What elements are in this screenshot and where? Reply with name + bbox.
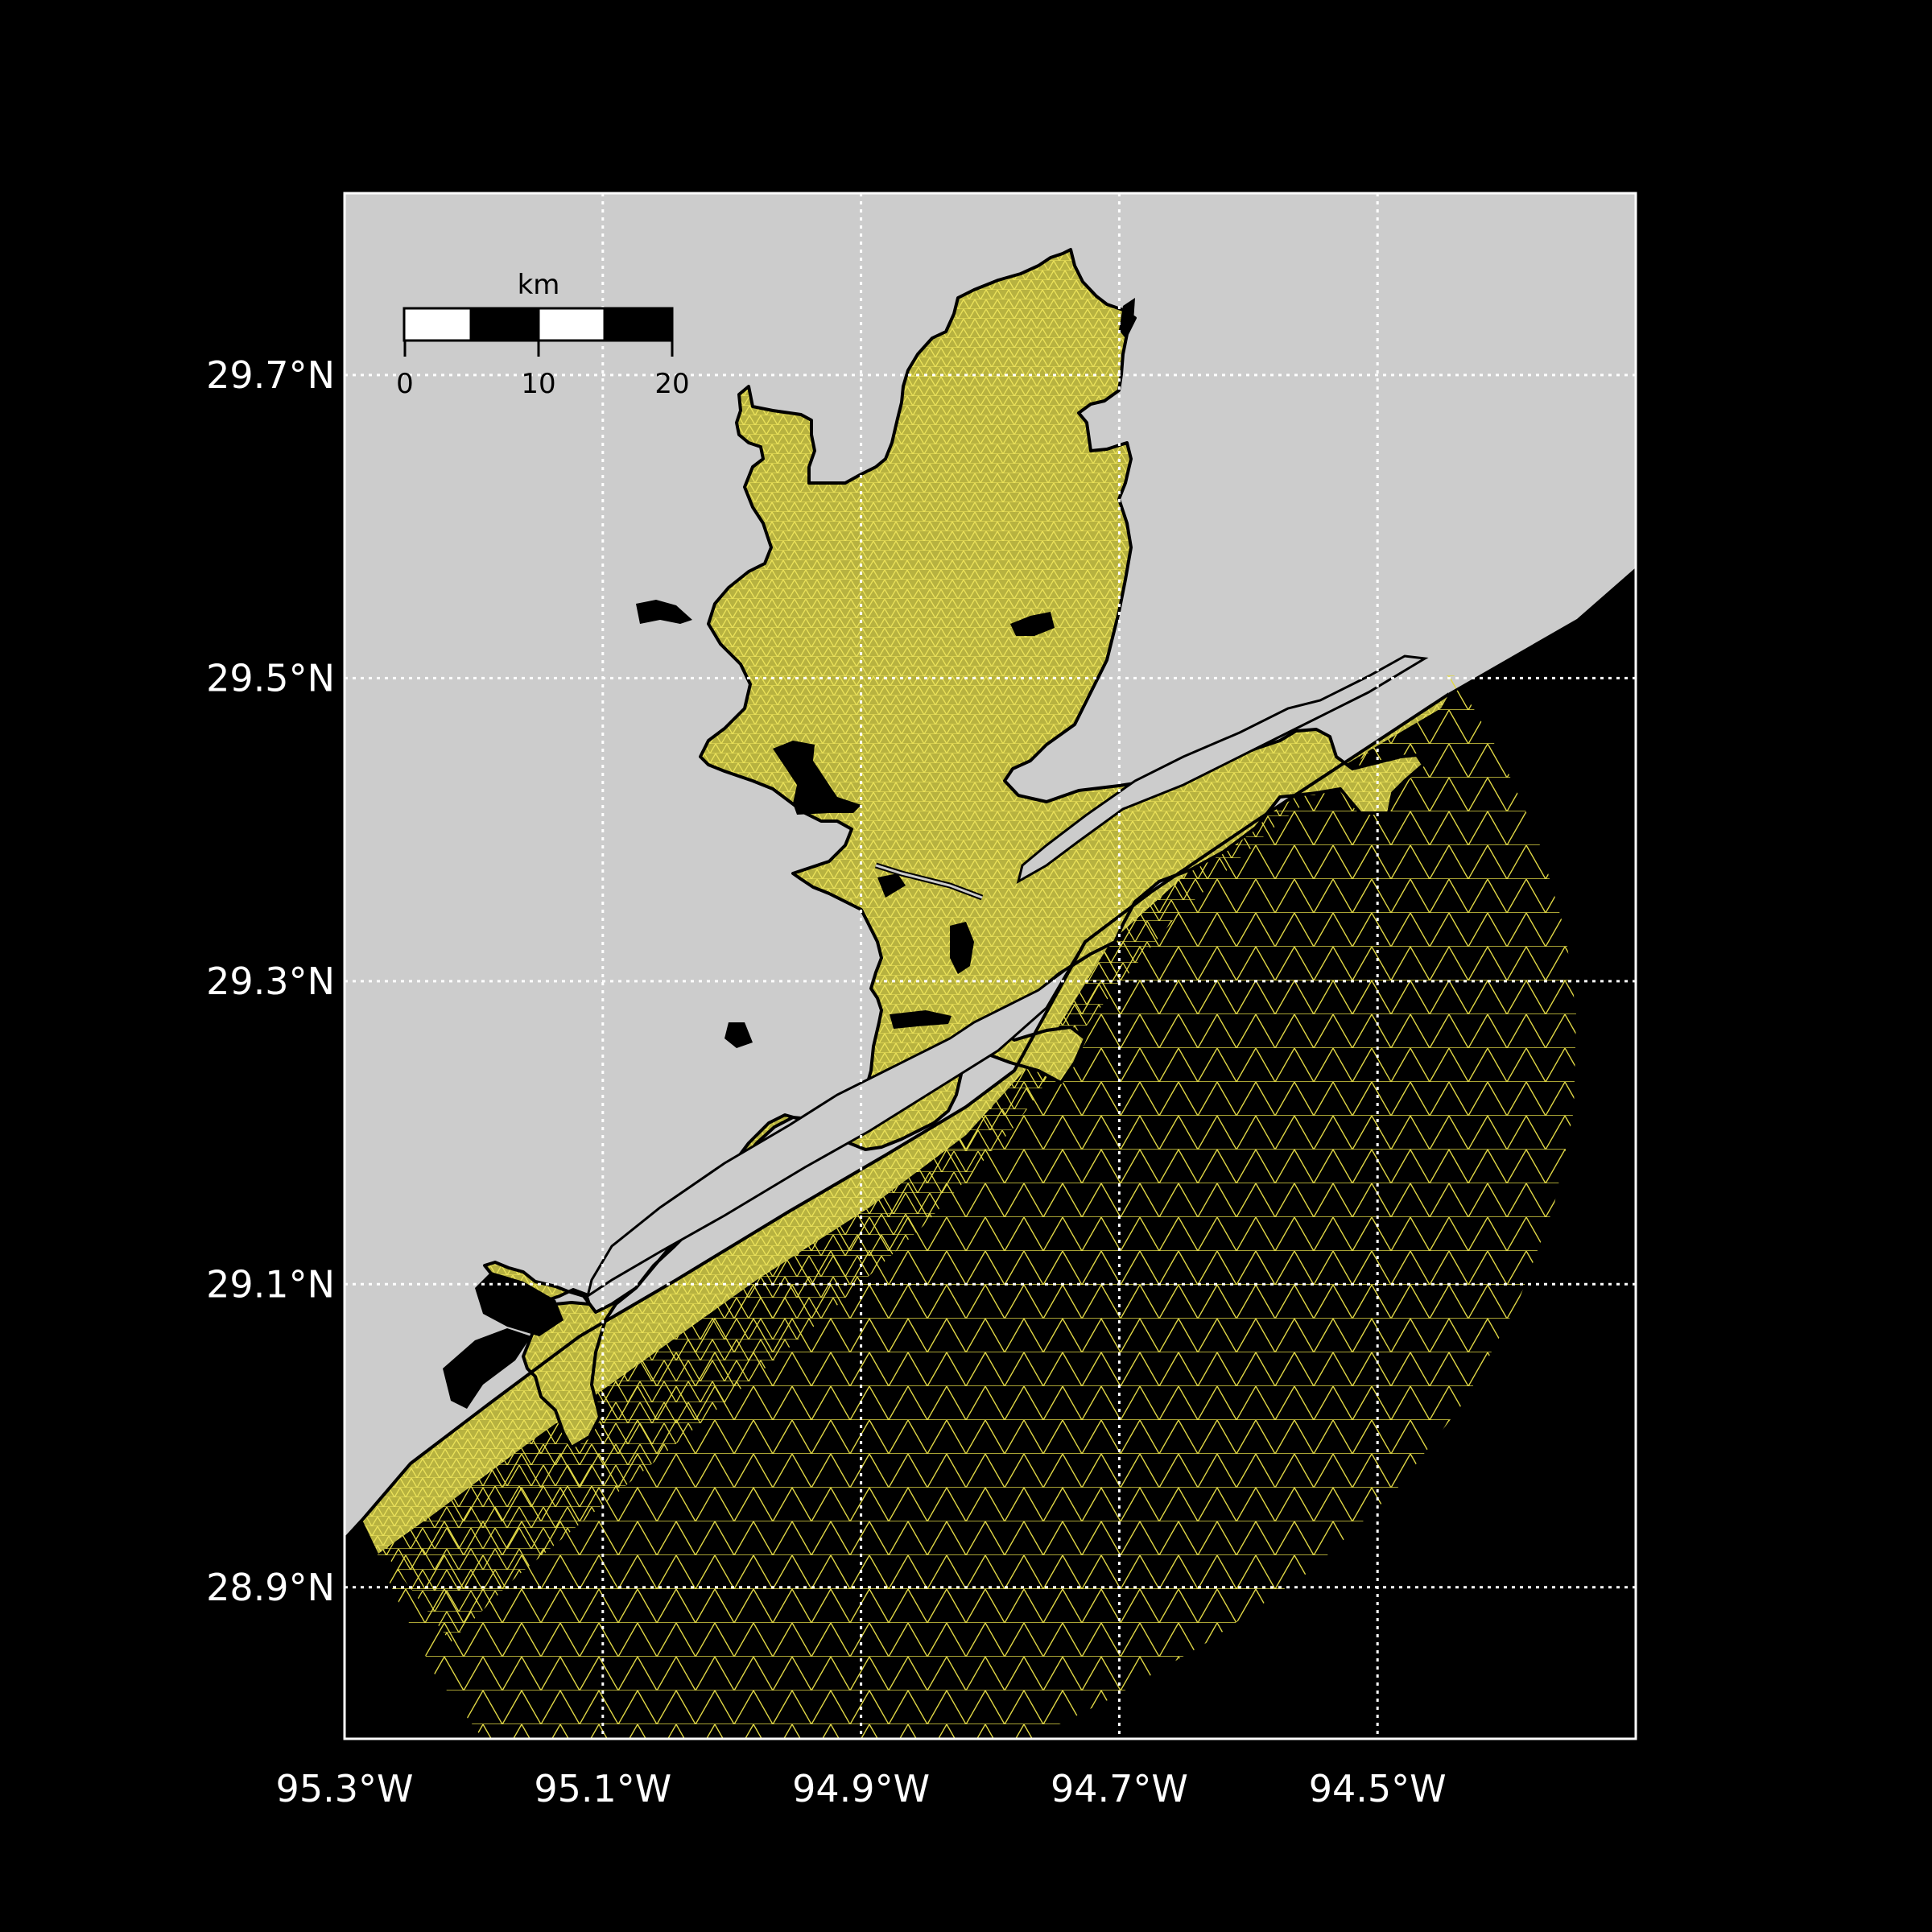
island-pelican [877, 873, 906, 898]
ship-channel-inner [875, 864, 983, 899]
east-coast-land-edge [1448, 568, 1636, 696]
lat-tick-label-2: 29.3°N [206, 960, 335, 1003]
island-west-mid [773, 741, 861, 815]
lon-tick-label-4: 94.5°W [1309, 1767, 1447, 1810]
lat-tick-label-0: 29.7°N [206, 353, 335, 397]
lon-tick-label-2: 94.9°W [792, 1767, 930, 1810]
offshore-mesh-coarse [362, 660, 1576, 1739]
lon-tick-label-3: 94.7°W [1051, 1767, 1188, 1810]
bolivar-peninsula [1016, 654, 1429, 885]
scale-segment-1 [402, 307, 473, 342]
island-south-west-2 [443, 1328, 531, 1409]
scale-unit-label: km [518, 269, 560, 301]
longitude-tick-labels: 95.3°W 95.1°W 94.9°W 94.7°W 94.5°W [276, 1767, 1447, 1810]
scale-bar: km 0 10 20 [396, 269, 689, 400]
barrier-island [585, 941, 1087, 1299]
lat-tick-label-3: 29.1°N [206, 1262, 335, 1306]
axes-frame [343, 192, 1637, 1740]
scale-segment-3 [537, 307, 606, 342]
scale-segment-2 [469, 307, 540, 342]
lon-tick-label-1: 95.1°W [534, 1767, 671, 1810]
scale-segment-4 [603, 307, 674, 342]
gridlines [345, 193, 1636, 1739]
island-south-west-1 [475, 1272, 564, 1336]
coastline [345, 692, 1451, 1541]
map-area: km 0 10 20 [345, 193, 1636, 1739]
lon-tick-label-0: 95.3°W [276, 1767, 414, 1810]
scale-label-0: 0 [396, 368, 414, 400]
galveston-bay-mesh [483, 248, 1425, 1449]
island-west-bay-2 [724, 1022, 753, 1048]
scale-label-20: 20 [654, 368, 689, 400]
lat-tick-label-4: 28.9°N [206, 1566, 335, 1609]
island-west-bay-1 [890, 1010, 952, 1029]
islands [443, 298, 1135, 1409]
island-west-upper [636, 600, 692, 624]
offshore-mesh-dense [362, 694, 1449, 1554]
island-bolivar [950, 922, 974, 974]
scale-label-10: 10 [521, 368, 555, 400]
island-north-east [1119, 298, 1135, 338]
latitude-tick-labels: 29.7°N 29.5°N 29.3°N 29.1°N 28.9°N [206, 353, 335, 1609]
lat-tick-label-1: 29.5°N [206, 656, 335, 700]
island-trinity-bay [1010, 612, 1055, 636]
